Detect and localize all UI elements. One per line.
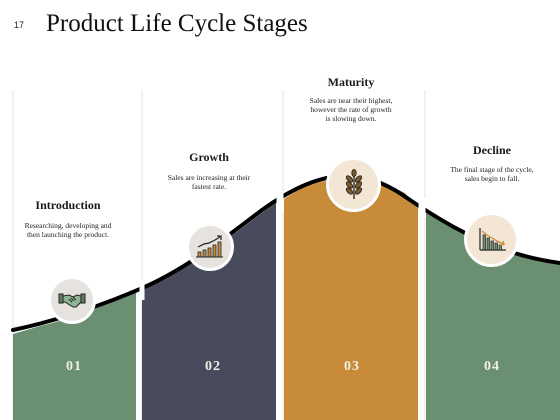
decline-area (426, 212, 560, 420)
stage-title: Maturity (327, 75, 375, 89)
declining-chart-icon (478, 227, 506, 251)
stage-description: Sales are near their highest, however th… (309, 96, 393, 123)
stage-description: The final stage of the cycle, sales begi… (450, 165, 534, 183)
growth-icon-badge (186, 223, 234, 271)
introduction-icon-badge (48, 276, 96, 324)
stage-title: Growth (189, 150, 229, 164)
wheat-icon (345, 168, 362, 199)
growth-chart-icon (196, 235, 223, 258)
decline-icon-badge (464, 212, 519, 267)
stage-number: 02 (205, 359, 221, 374)
maturity-icon-badge (326, 157, 381, 212)
handshake-icon (58, 293, 86, 308)
stage-title: Decline (473, 143, 511, 157)
growth-area (142, 203, 276, 420)
maturity-area (284, 178, 418, 420)
stage-number: 04 (484, 359, 500, 374)
stage-description: Sales are increasing at their fastest ra… (167, 173, 251, 191)
stage-number: 03 (344, 359, 360, 374)
slide-number: 17 (14, 20, 25, 30)
stage-number: 01 (66, 359, 82, 374)
introduction-area (13, 292, 136, 420)
stage-description: Researching, developing and then launchi… (24, 221, 112, 239)
page-title: Product Life Cycle Stages (46, 10, 308, 37)
stage-title: Introduction (35, 198, 101, 212)
